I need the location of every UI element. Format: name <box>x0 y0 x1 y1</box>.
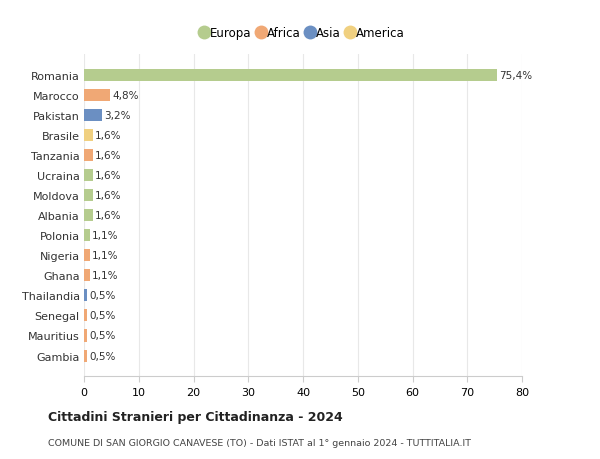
Bar <box>84 250 90 262</box>
Bar <box>84 190 93 202</box>
Bar <box>84 230 90 242</box>
Text: 4,8%: 4,8% <box>112 91 139 101</box>
Bar <box>84 330 87 342</box>
Text: 0,5%: 0,5% <box>89 311 115 321</box>
Bar <box>84 70 497 82</box>
Bar <box>84 170 93 182</box>
Legend: Europa, Africa, Asia, America: Europa, Africa, Asia, America <box>196 22 410 45</box>
Text: 1,6%: 1,6% <box>95 151 121 161</box>
Text: 1,1%: 1,1% <box>92 251 119 261</box>
Bar <box>84 310 87 322</box>
Bar <box>84 210 93 222</box>
Bar <box>84 130 93 142</box>
Text: 1,6%: 1,6% <box>95 211 121 221</box>
Bar <box>84 270 90 282</box>
Text: 3,2%: 3,2% <box>104 111 130 121</box>
Bar <box>84 290 87 302</box>
Text: 0,5%: 0,5% <box>89 291 115 301</box>
Text: 75,4%: 75,4% <box>499 71 532 81</box>
Text: 1,6%: 1,6% <box>95 191 121 201</box>
Bar <box>84 110 101 122</box>
Bar <box>84 350 87 362</box>
Text: COMUNE DI SAN GIORGIO CANAVESE (TO) - Dati ISTAT al 1° gennaio 2024 - TUTTITALIA: COMUNE DI SAN GIORGIO CANAVESE (TO) - Da… <box>48 438 471 447</box>
Bar <box>84 90 110 102</box>
Text: Cittadini Stranieri per Cittadinanza - 2024: Cittadini Stranieri per Cittadinanza - 2… <box>48 410 343 423</box>
Text: 0,5%: 0,5% <box>89 331 115 341</box>
Text: 1,1%: 1,1% <box>92 271 119 281</box>
Text: 1,1%: 1,1% <box>92 231 119 241</box>
Text: 1,6%: 1,6% <box>95 171 121 181</box>
Text: 0,5%: 0,5% <box>89 351 115 361</box>
Bar <box>84 150 93 162</box>
Text: 1,6%: 1,6% <box>95 131 121 141</box>
